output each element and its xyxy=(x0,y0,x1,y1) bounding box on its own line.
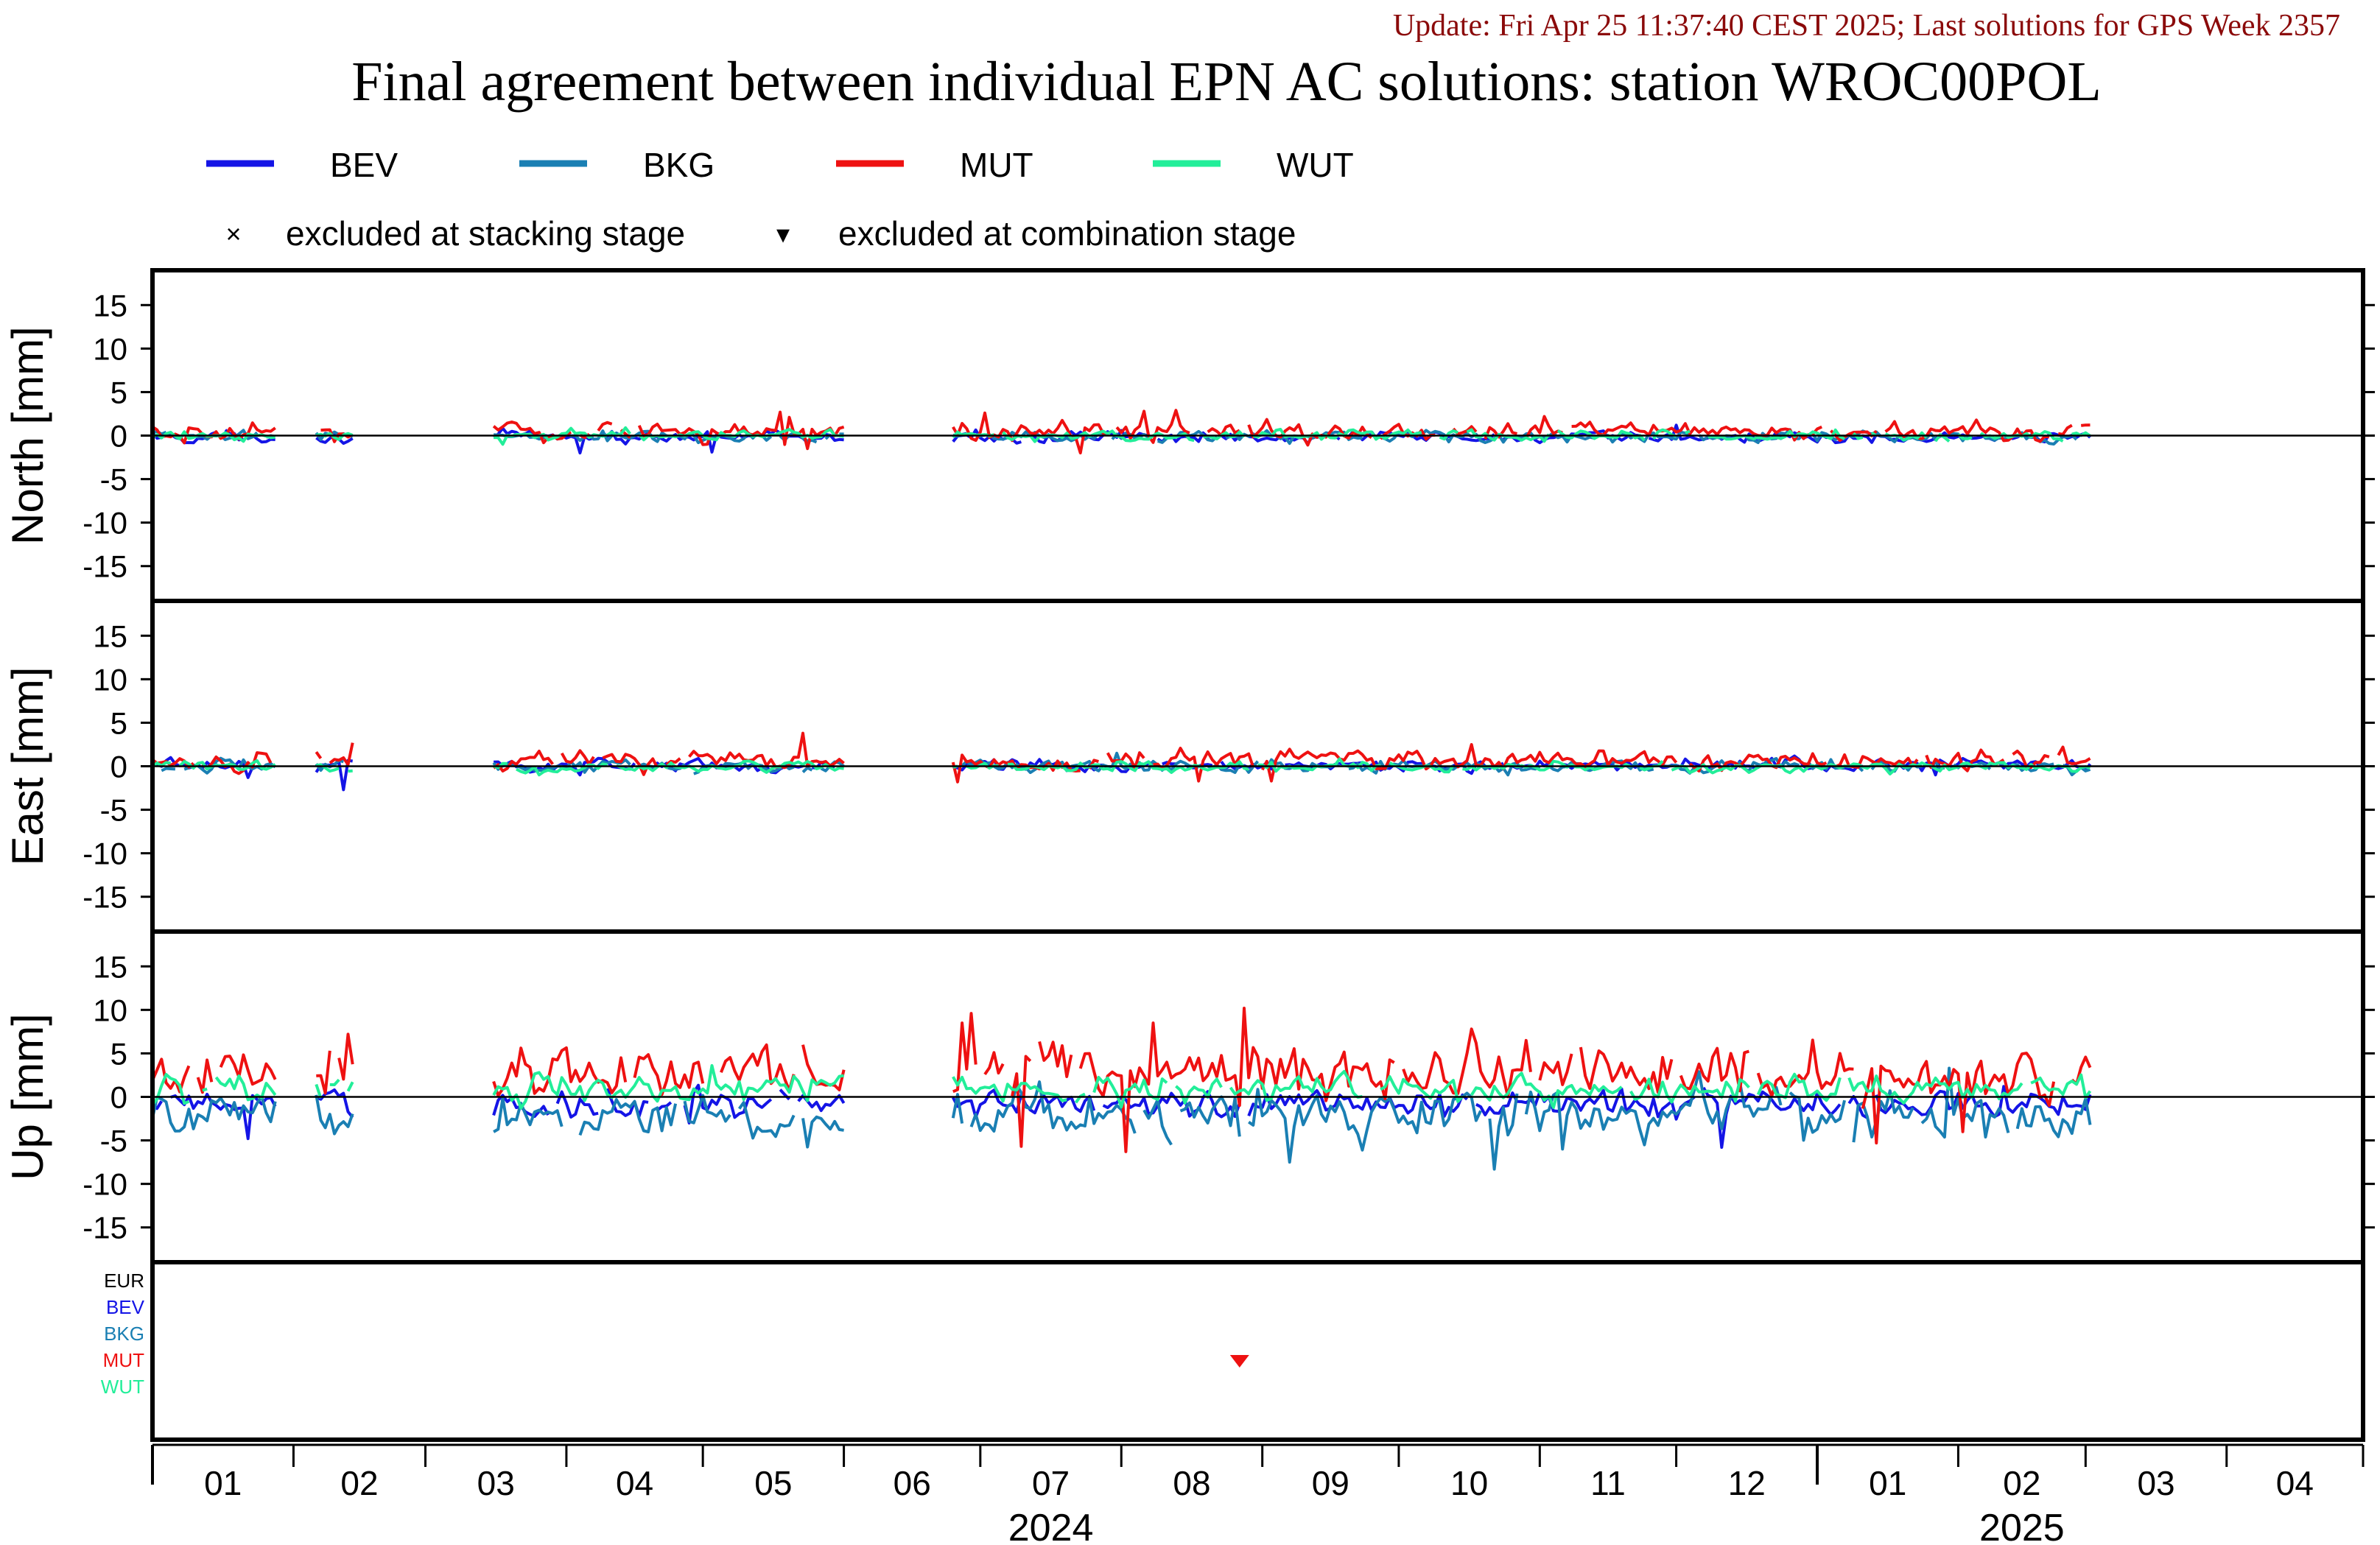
legend-marker-label: excluded at combination stage xyxy=(838,214,1296,253)
x-axis: 01 02 03 04 05 06 07 08 09 10 11 12 01 02 03 04 2024 2025 xyxy=(151,1443,2365,1545)
month-tick-label: 02 xyxy=(340,1464,378,1502)
series-group xyxy=(152,1007,2092,1171)
exclusion-label-wut: WUT xyxy=(101,1376,144,1398)
exclusion-label-eur: EUR xyxy=(104,1270,144,1292)
month-tick-label: 05 xyxy=(754,1464,792,1502)
month-tick-label: 03 xyxy=(477,1464,515,1502)
y-tick-label: 5 xyxy=(110,705,127,740)
y-tick-label: 0 xyxy=(110,1080,127,1115)
exclusion-label-bev: BEV xyxy=(106,1296,145,1318)
series-line-mut xyxy=(152,731,2091,784)
y-tick-label: -15 xyxy=(83,880,127,915)
y-tick-label: 10 xyxy=(93,993,127,1027)
chart-title: Final agreement between individual EPN A… xyxy=(351,51,2102,113)
legend-marker-label: excluded at stacking stage xyxy=(286,214,685,253)
update-line: Update: Fri Apr 25 11:37:40 CEST 2025; L… xyxy=(1393,9,2340,43)
y-tick-label: 5 xyxy=(110,375,127,409)
y-axis-label: North [mm] xyxy=(3,326,52,545)
y-axis-label: Up [mm] xyxy=(3,1013,52,1180)
y-tick-label: 0 xyxy=(110,419,127,454)
legend-label-bkg: BKG xyxy=(643,146,715,184)
series-line-mut xyxy=(152,1007,2092,1153)
exclusion-panel: EUR BEV BKG MUT WUT xyxy=(101,1260,2365,1442)
month-tick-label: 09 xyxy=(1312,1464,1349,1502)
y-tick-label: -15 xyxy=(83,1211,127,1245)
month-tick-label: 06 xyxy=(894,1464,931,1502)
month-tick-label: 01 xyxy=(1869,1464,1906,1502)
y-tick-label: 15 xyxy=(93,288,127,323)
exclusion-label-mut: MUT xyxy=(103,1349,144,1371)
y-tick-label: -5 xyxy=(100,793,127,828)
y-tick-label: -10 xyxy=(83,1167,127,1202)
year-label: 2025 xyxy=(1979,1507,2065,1545)
exclusion-label-bkg: BKG xyxy=(104,1323,144,1345)
panel-up: 15 10 5 0 -5 -10 -15 Up [mm] xyxy=(3,929,2375,1264)
y-tick-label: 10 xyxy=(93,331,127,366)
month-tick-label: 07 xyxy=(1032,1464,1070,1502)
legend-label-mut: MUT xyxy=(960,146,1033,184)
y-tick-label: 0 xyxy=(110,750,127,784)
y-tick-label: 15 xyxy=(93,619,127,653)
series-line-mut xyxy=(152,409,2091,455)
panel-east: 15 10 5 0 -5 -10 -15 East [mm] xyxy=(3,599,2375,934)
month-tick-label: 04 xyxy=(616,1464,653,1502)
y-tick-label: -15 xyxy=(83,549,127,584)
y-tick-label: 15 xyxy=(93,949,127,984)
legend: BEV BKG MUT WUT × excluded at stacking stage ▾… xyxy=(206,146,1354,253)
panel-north: 15 10 5 0 -5 -10 -15 North [mm] xyxy=(3,268,2375,603)
month-tick-label: 11 xyxy=(1590,1464,1626,1502)
triangle-marker-icon: ▾ xyxy=(776,219,790,249)
legend-label-wut: WUT xyxy=(1277,146,1354,184)
month-tick-label: 02 xyxy=(2003,1464,2040,1502)
series-group xyxy=(152,731,2092,792)
month-tick-label: 08 xyxy=(1173,1464,1210,1502)
month-tick-label: 04 xyxy=(2276,1464,2314,1502)
y-tick-label: -10 xyxy=(83,506,127,541)
month-tick-label: 01 xyxy=(204,1464,242,1502)
y-tick-label: -5 xyxy=(100,1124,127,1158)
month-tick-label: 03 xyxy=(2137,1464,2174,1502)
month-tick-label: 12 xyxy=(1728,1464,1766,1502)
y-tick-label: 5 xyxy=(110,1036,127,1071)
y-axis-label: East [mm] xyxy=(3,666,52,865)
legend-label-bev: BEV xyxy=(330,146,398,184)
series-group xyxy=(152,409,2091,455)
month-tick-label: 10 xyxy=(1450,1464,1488,1502)
plot-panels: 15 10 5 0 -5 -10 -15 North [mm] 15 10 5 0 -5 -10 -15 Ea… xyxy=(3,268,2375,1442)
year-label: 2024 xyxy=(1008,1507,1094,1545)
y-tick-label: -5 xyxy=(100,462,127,497)
exclusion-frame xyxy=(150,1260,2365,1442)
y-tick-label: 10 xyxy=(93,662,127,697)
y-tick-label: -10 xyxy=(83,837,127,871)
excluded-combination-triangle-icon xyxy=(1229,1355,1249,1368)
cross-marker-icon: × xyxy=(225,219,241,249)
